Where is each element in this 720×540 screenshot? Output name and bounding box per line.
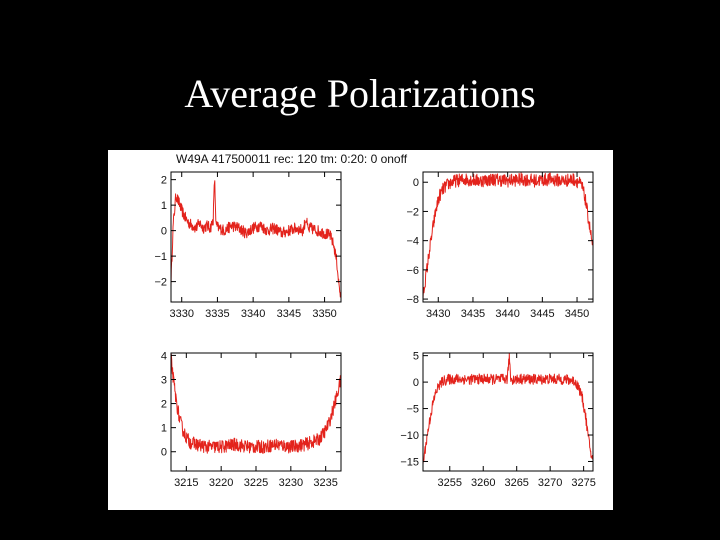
series-line-bottom-left: [170, 353, 342, 454]
x-tick-label: 3435: [461, 308, 485, 320]
x-tick-label: 3350: [312, 308, 336, 320]
plot-figure: W49A 417500011 rec: 120 tm: 0:20: 0 onof…: [108, 150, 613, 510]
x-tick-label: 3445: [530, 308, 554, 320]
series-line-top-left: [170, 180, 342, 298]
x-tick-label: 3440: [495, 308, 519, 320]
x-tick-label: 3215: [174, 477, 198, 489]
y-tick-label: −5: [406, 404, 419, 416]
plot-frame-top-right: [422, 171, 594, 303]
x-tick-label: 3270: [538, 477, 562, 489]
x-tick-label: 3265: [504, 477, 528, 489]
plot-frame-bottom-right: [422, 352, 594, 472]
x-tick-label: 3275: [571, 477, 595, 489]
plot-frame-bottom-left: [170, 352, 342, 472]
x-tick-label: 3430: [426, 308, 450, 320]
y-tick-label: −1: [154, 251, 167, 263]
slide-title: Average Polarizations: [184, 71, 536, 116]
plot-frame-top-left: [170, 171, 342, 303]
series-line-bottom-right: [422, 352, 594, 465]
y-tick-label: 0: [161, 226, 167, 238]
y-tick-label: −6: [406, 265, 419, 277]
x-tick-label: 3225: [244, 477, 268, 489]
y-tick-label: −2: [406, 206, 419, 218]
y-tick-label: −10: [400, 430, 419, 442]
x-tick-label: 3345: [277, 308, 301, 320]
y-tick-label: −4: [406, 236, 419, 248]
plot-canvas: W49A 417500011 rec: 120 tm: 0:20: 0 onof…: [154, 152, 595, 489]
x-tick-label: 3260: [471, 477, 495, 489]
x-tick-label: 3255: [438, 477, 462, 489]
y-tick-label: −15: [400, 456, 419, 468]
y-tick-label: 0: [161, 447, 167, 459]
y-tick-label: −2: [154, 277, 167, 289]
y-tick-label: 1: [161, 200, 167, 212]
y-tick-label: 0: [413, 377, 419, 389]
y-tick-label: 2: [161, 399, 167, 411]
y-tick-label: 5: [413, 351, 419, 363]
y-tick-label: −8: [406, 294, 419, 306]
y-tick-label: 3: [161, 374, 167, 386]
x-tick-label: 3235: [313, 477, 337, 489]
y-tick-label: 4: [161, 350, 167, 362]
figure-header: W49A 417500011 rec: 120 tm: 0:20: 0 onof…: [176, 152, 408, 166]
x-tick-label: 3220: [209, 477, 233, 489]
x-tick-label: 3330: [169, 308, 193, 320]
x-tick-label: 3340: [241, 308, 265, 320]
x-tick-label: 3450: [565, 308, 589, 320]
y-tick-label: 0: [413, 177, 419, 189]
x-tick-label: 3230: [279, 477, 303, 489]
series-line-top-right: [422, 172, 594, 300]
y-tick-label: 1: [161, 423, 167, 435]
y-tick-label: 2: [161, 175, 167, 187]
x-tick-label: 3335: [205, 308, 229, 320]
